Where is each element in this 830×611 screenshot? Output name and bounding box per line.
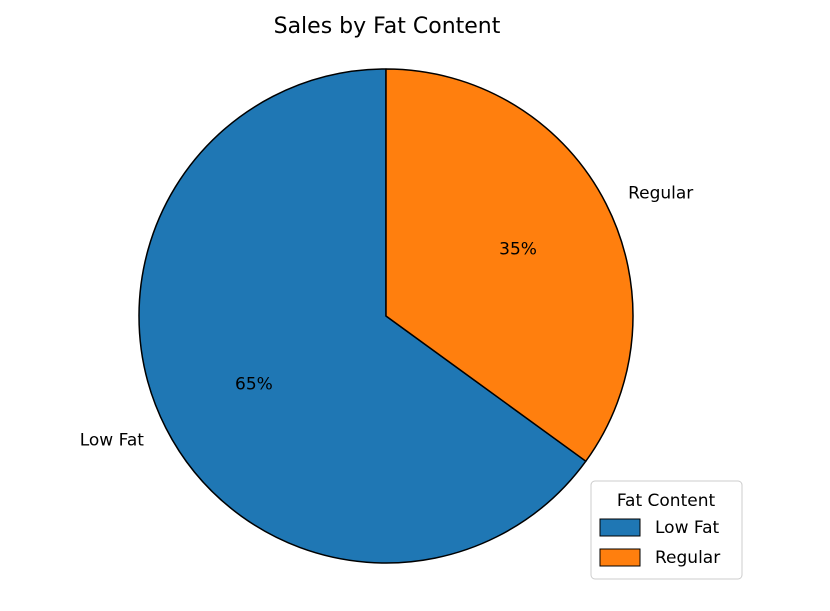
legend-swatch-low-fat	[599, 518, 641, 537]
chart-title: Sales by Fat Content	[274, 14, 501, 39]
legend: Fat Content Low Fat Regular	[590, 480, 743, 580]
percent-label-regular: 35%	[499, 240, 537, 260]
pie-slice-low-fat	[138, 68, 587, 564]
legend-label-low-fat: Low Fat	[655, 518, 720, 538]
slice-label-regular: Regular	[628, 184, 693, 204]
pie-slice-labels: Low Fat Regular	[80, 184, 694, 451]
legend-label-regular: Regular	[655, 548, 720, 568]
legend-title: Fat Content	[617, 491, 716, 511]
pie-slice-regular	[385, 68, 634, 462]
legend-swatch-regular	[599, 548, 641, 567]
pie-slices	[138, 68, 634, 564]
pie-percent-labels: 65% 35%	[235, 240, 537, 395]
legend-entries: Low Fat Regular	[599, 518, 720, 568]
slice-label-low-fat: Low Fat	[80, 430, 145, 450]
percent-label-low-fat: 65%	[235, 374, 273, 394]
